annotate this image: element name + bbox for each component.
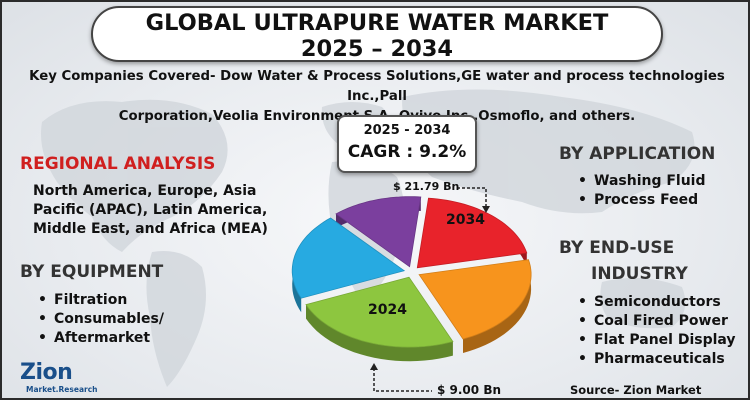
slice-label-2024: 2024 [368,302,407,318]
end-use-item: Pharmaceuticals [576,350,748,369]
application-item: Washing Fluid [576,172,746,191]
value-label-2024: $ 9.00 Bn [437,383,502,397]
source-note: Source- Zion Market Research [570,383,702,398]
by-end-use-heading-line2: INDUSTRY [591,264,688,284]
page-title-line1: GLOBAL ULTRAPURE WATER MARKET [145,10,609,36]
regional-analysis-text: North America, Europe, Asia Pacific (APA… [33,182,283,239]
equipment-item: Filtration [36,291,236,310]
title-banner: GLOBAL ULTRAPURE WATER MARKET 2025 – 203… [91,6,663,62]
end-use-item: Flat Panel Display [576,331,748,350]
by-end-use-heading-line1: BY END-USE [559,238,675,258]
pie-slice-segment-5 [335,196,422,268]
end-use-list: Semiconductors Coal Fired Power Flat Pan… [576,293,748,369]
page-title-line2: 2025 – 2034 [300,36,454,62]
equipment-list: Filtration Consumables/ Aftermarket [36,291,236,348]
pie-slice-2034 [416,197,528,269]
application-list: Washing Fluid Process Feed [576,172,746,210]
regional-analysis-heading: REGIONAL ANALYSIS [20,154,216,174]
pie-slice-side [463,259,532,353]
pie-slice-2024 [305,276,454,348]
regional-line1: North America, Europe, Asia [33,183,257,199]
regional-line2: Pacific (APAC), Latin America, [33,202,268,218]
slice-label-2034: 2034 [446,212,485,228]
pie-slice-segment-4 [291,217,406,299]
equipment-item: Consumables/ [36,310,236,329]
by-application-heading: BY APPLICATION [559,144,716,164]
equipment-item-continued: Aftermarket [36,329,236,348]
regional-line3: Middle East, and Africa (MEA) [33,221,268,237]
zion-logo: Zion Market.Research [20,360,98,398]
cagr-box: 2025 - 2034 CAGR : 9.2% [337,115,477,173]
logo-subtext: Market.Research [26,385,98,394]
end-use-item: Coal Fired Power [576,312,748,331]
application-item: Process Feed [576,191,746,210]
pie-chart [291,196,532,362]
cagr-value: CAGR : 9.2% [347,142,467,162]
value-label-2034: $ 21.79 Bn [393,180,460,193]
end-use-item: Semiconductors [576,293,748,312]
pie-slice-segment-2 [418,259,532,340]
cagr-period: 2025 - 2034 [363,123,451,138]
by-equipment-heading: BY EQUIPMENT [20,262,164,282]
logo-word: Zion [20,360,73,385]
companies-line1: Key Companies Covered- Dow Water & Proce… [29,69,725,104]
